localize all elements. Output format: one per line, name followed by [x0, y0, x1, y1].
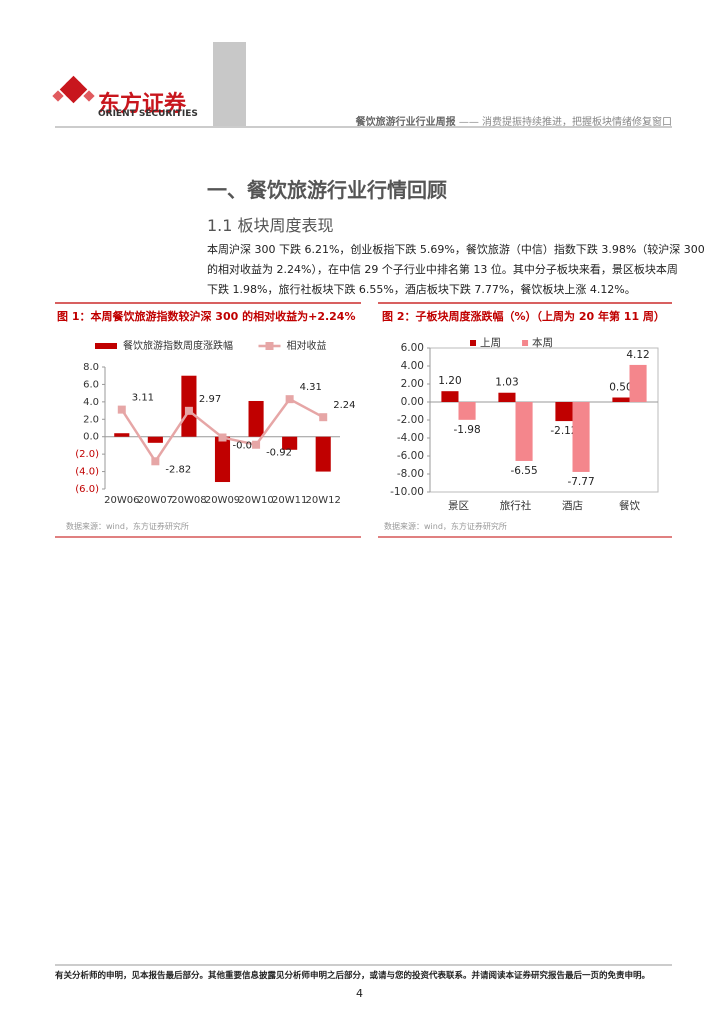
y-tick-label: -10.00 [390, 486, 424, 498]
page-number: 4 [356, 987, 363, 1000]
header-block [213, 42, 246, 126]
line-marker [218, 433, 227, 442]
figure-title: 图 1：本周餐饮旅游指数较沪深 300 的相对收益为+2.24% [57, 310, 356, 323]
line-marker [117, 405, 126, 414]
line-marker [151, 457, 160, 466]
x-tick-label: 20W08 [171, 495, 206, 506]
paragraph-line: 的相对收益为 2.24%），在中信 29 个子行业中排名第 13 位。其中分子板… [207, 263, 678, 276]
x-tick-label: 20W06 [104, 495, 139, 506]
bar [248, 400, 264, 437]
line-marker [184, 406, 193, 415]
x-tick-label: 20W10 [238, 495, 273, 506]
data-label: 2.97 [199, 394, 221, 405]
y-tick-label: 0.00 [401, 396, 424, 408]
line-marker [319, 413, 328, 422]
y-tick-label: 6.00 [401, 342, 424, 354]
section-title: 一、餐饮旅游行业行情回顾 [207, 178, 447, 202]
x-tick-label: 酒店 [562, 499, 583, 512]
bar [629, 364, 647, 402]
bar [315, 436, 331, 472]
bar [147, 436, 163, 443]
y-tick-label: (2.0) [75, 449, 99, 460]
x-tick-label: 20W11 [272, 495, 307, 506]
bar [214, 436, 231, 483]
section-subtitle: 1.1 板块周度表现 [207, 216, 334, 235]
y-tick-label: 4.00 [401, 360, 424, 372]
bar [458, 402, 476, 420]
x-tick-label: 餐饮 [619, 499, 640, 512]
bar [515, 402, 533, 461]
legend-label: 相对收益 [287, 339, 327, 352]
figure-source: 数据来源：wind，东方证券研究所 [384, 522, 507, 531]
data-label: 0.50 [609, 382, 632, 394]
data-label: -2.12 [550, 425, 577, 437]
data-label: -2.82 [165, 464, 191, 475]
header-line: 餐饮旅游行业行业周报 —— 消费提振持续推进，把握板块情绪修复窗口 [356, 113, 672, 128]
x-tick-label: 景区 [448, 500, 469, 512]
line-marker [285, 395, 294, 404]
data-label: 4.12 [626, 349, 649, 361]
legend-swatch [470, 340, 476, 346]
data-label: 1.20 [438, 375, 461, 387]
header-dash: —— [458, 117, 479, 128]
y-tick-label: 2.0 [83, 414, 99, 425]
legend-swatch [265, 342, 274, 350]
bar [181, 375, 197, 437]
data-label: -1.98 [453, 424, 480, 436]
data-label: 4.31 [300, 382, 322, 393]
plot-frame [429, 347, 659, 493]
data-label: -0.92 [266, 448, 292, 459]
logo-english: ORIENT SECURITIES [98, 109, 198, 119]
data-label: 2.24 [333, 400, 355, 411]
line-marker [252, 440, 261, 449]
bar [572, 402, 590, 472]
data-label: 1.03 [495, 377, 518, 389]
data-label: -7.77 [567, 476, 594, 488]
y-tick-label: -4.00 [397, 432, 424, 444]
data-label: -6.55 [510, 465, 537, 477]
data-label: 3.11 [132, 393, 154, 404]
legend-label: 本周 [532, 336, 553, 349]
logo-name: 东方证券 [98, 92, 187, 117]
x-tick-label: 20W12 [306, 495, 341, 506]
legend-label: 上周 [480, 337, 501, 349]
logo-mark [52, 75, 95, 104]
legend-swatch [522, 340, 529, 346]
report-name: 餐饮旅游行业行业周报 [355, 117, 456, 128]
y-tick-label: 8.0 [83, 362, 99, 373]
y-tick-label: -6.00 [397, 450, 424, 462]
paragraph-line: 本周沪深 300 下跌 6.21%，创业板指下跌 5.69%，餐饮旅游（中信）指… [207, 243, 705, 256]
bar [498, 392, 516, 402]
legend-label: 餐饮旅游指数周度涨跌幅 [123, 339, 233, 352]
x-tick-label: 旅行社 [500, 499, 532, 512]
bar [114, 433, 130, 437]
disclaimer: 有关分析师的申明，见本报告最后部分。其他重要信息披露见分析师申明之后部分，或请与… [55, 971, 651, 981]
x-tick-label: 20W07 [138, 495, 173, 506]
legend-swatch [95, 343, 117, 349]
y-tick-label: 0.0 [83, 432, 99, 443]
header-subtitle: 消费提振持续推进，把握板块情绪修复窗口 [482, 117, 672, 128]
y-tick-label: (6.0) [75, 484, 99, 495]
y-tick-label: 6.0 [83, 379, 99, 390]
bar [612, 397, 630, 402]
y-tick-label: 2.00 [401, 378, 424, 390]
paragraph: 本周沪深 300 下跌 6.21%，创业板指下跌 5.69%，餐饮旅游（中信）指… [207, 240, 705, 300]
bar [441, 391, 459, 402]
bar [555, 402, 573, 422]
y-tick-label: -2.00 [397, 414, 424, 426]
y-tick-label: (4.0) [75, 467, 99, 478]
data-label: -0.09 [233, 440, 259, 451]
figure-source: 数据来源：wind，东方证券研究所 [66, 522, 189, 531]
x-tick-label: 20W09 [205, 495, 240, 506]
y-tick-label: -8.00 [397, 468, 424, 480]
bar [282, 436, 298, 450]
figure-title: 图 2：子板块周度涨跌幅（%）（上周为 20 年第 11 周） [382, 310, 665, 323]
y-tick-label: 4.0 [83, 397, 99, 408]
paragraph-line: 下跌 1.98%，旅行社板块下跌 6.55%，酒店板块下跌 7.77%，餐饮板块… [207, 283, 636, 296]
